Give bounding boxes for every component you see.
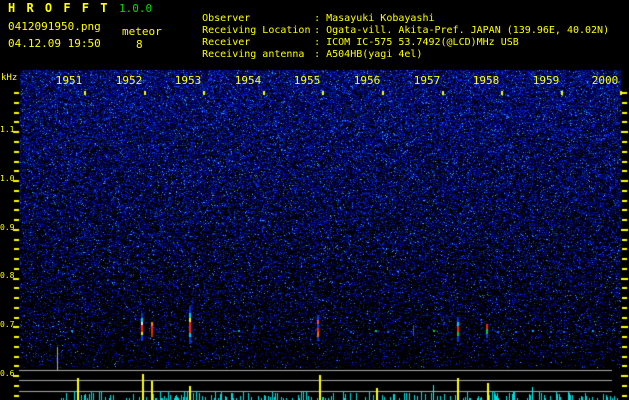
info-row-receiver: Receiver: ICOM IC-575 53.7492(@LCD)MHz US… bbox=[178, 28, 519, 58]
mode-label: meteor bbox=[122, 25, 162, 38]
info-row-location: Receiving Location: Ogata-vill. Akita-Pre… bbox=[178, 16, 609, 46]
info-label: Receiver bbox=[202, 37, 251, 48]
output-filename: 0412091950.png bbox=[8, 20, 101, 33]
info-value: ICOM IC-575 53.7492(@LCD)MHz USB bbox=[326, 37, 519, 48]
y-axis-unit: kHz bbox=[1, 73, 18, 83]
info-value: Ogata-vill. Akita-Pref. JAPAN (139.96E, … bbox=[326, 25, 610, 36]
colon: : bbox=[314, 49, 321, 60]
x-tick-label: 1959 bbox=[532, 74, 560, 87]
x-tick-label: 1955 bbox=[293, 74, 321, 87]
colon: : bbox=[314, 25, 321, 36]
info-label: Receiving Location bbox=[202, 25, 311, 36]
colon: : bbox=[314, 37, 321, 48]
y-tick-label: 1.0 bbox=[0, 174, 15, 183]
y-tick-label: 0.7 bbox=[0, 320, 15, 329]
x-tick-label: 1956 bbox=[353, 74, 381, 87]
y-tick-label: 0.9 bbox=[0, 223, 15, 232]
y-tick-label: 1.1 bbox=[0, 125, 15, 134]
observation-datetime: 04.12.09 19:50 bbox=[8, 37, 101, 50]
info-row-antenna: Receiving antenna: A504HB(yagi 4el) bbox=[178, 40, 422, 70]
info-value: Masayuki Kobayashi bbox=[326, 13, 435, 24]
x-tick-label: 2000 bbox=[591, 74, 619, 87]
x-tick-label: 1952 bbox=[115, 74, 143, 87]
x-tick-label: 1957 bbox=[413, 74, 441, 87]
x-tick-label: 1958 bbox=[472, 74, 500, 87]
x-tick-label: 1951 bbox=[55, 74, 83, 87]
app-version: 1.0.0 bbox=[119, 2, 153, 15]
y-tick-label: 0.6 bbox=[0, 369, 15, 378]
info-row-observer: Observer: Masayuki Kobayashi bbox=[178, 4, 435, 34]
y-tick-label: 0.8 bbox=[0, 271, 15, 280]
info-label: Receiving antenna bbox=[202, 49, 305, 60]
meteor-count: 8 bbox=[136, 38, 143, 51]
app-title: H R O F F T bbox=[8, 1, 110, 15]
x-tick-label: 1954 bbox=[234, 74, 262, 87]
info-label: Observer bbox=[202, 13, 251, 24]
colon: : bbox=[314, 13, 321, 24]
x-tick-label: 1953 bbox=[174, 74, 202, 87]
info-value: A504HB(yagi 4el) bbox=[326, 49, 423, 60]
